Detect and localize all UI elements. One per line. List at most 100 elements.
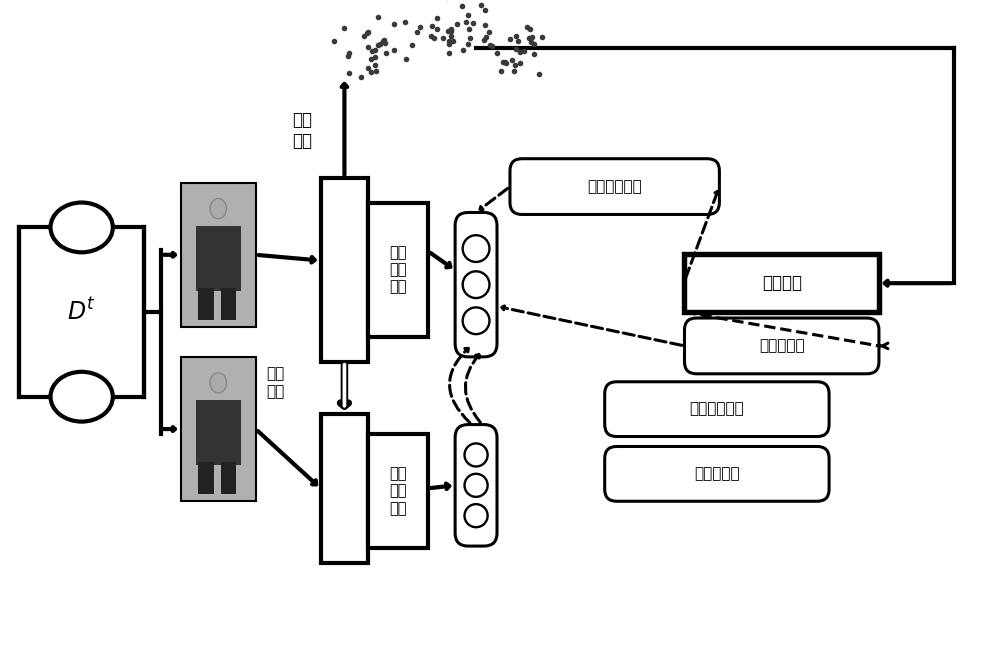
Point bbox=[370, 40, 386, 50]
Point bbox=[386, 18, 402, 29]
Point bbox=[441, 36, 457, 46]
Point bbox=[521, 33, 537, 44]
Point bbox=[465, 18, 481, 28]
Point bbox=[507, 60, 523, 70]
Ellipse shape bbox=[51, 203, 113, 252]
Bar bbox=[181, 183, 256, 327]
Point bbox=[526, 38, 542, 49]
Point bbox=[360, 63, 376, 74]
Point bbox=[493, 65, 509, 76]
Point bbox=[497, 57, 513, 67]
Point bbox=[522, 23, 538, 34]
Point bbox=[377, 38, 393, 48]
Point bbox=[481, 27, 497, 37]
Text: 软分类损失: 软分类损失 bbox=[694, 466, 740, 481]
Text: 硬伪标签: 硬伪标签 bbox=[762, 274, 802, 292]
Point bbox=[460, 10, 476, 21]
Point bbox=[531, 69, 547, 80]
Point bbox=[441, 39, 457, 50]
Point bbox=[370, 12, 386, 22]
Bar bbox=[19, 228, 144, 396]
Point bbox=[443, 31, 459, 41]
Circle shape bbox=[465, 504, 488, 527]
Bar bbox=[321, 177, 368, 362]
Point bbox=[524, 31, 540, 42]
Point bbox=[508, 44, 524, 54]
Point bbox=[445, 36, 461, 46]
Text: 动量
网络
编码: 动量 网络 编码 bbox=[390, 466, 407, 516]
Text: 软三元组损失: 软三元组损失 bbox=[690, 402, 744, 417]
Point bbox=[424, 20, 440, 31]
Point bbox=[412, 22, 428, 32]
FancyBboxPatch shape bbox=[510, 158, 719, 215]
Point bbox=[498, 58, 514, 68]
Point bbox=[455, 44, 471, 55]
Point bbox=[477, 20, 493, 31]
Point bbox=[443, 25, 459, 36]
Point bbox=[489, 48, 505, 58]
Point bbox=[364, 46, 380, 56]
Point bbox=[353, 72, 369, 82]
Point bbox=[367, 60, 383, 70]
Point bbox=[506, 66, 522, 76]
Point bbox=[363, 67, 379, 77]
Bar bbox=[368, 434, 428, 548]
Circle shape bbox=[465, 443, 488, 466]
Ellipse shape bbox=[210, 198, 227, 218]
Bar bbox=[368, 203, 428, 337]
Point bbox=[398, 53, 414, 64]
Text: 硬分类损失: 硬分类损失 bbox=[759, 338, 805, 353]
Point bbox=[534, 32, 550, 42]
Bar bbox=[321, 413, 368, 563]
Point bbox=[368, 66, 384, 76]
Point bbox=[516, 46, 532, 56]
Point bbox=[519, 22, 535, 33]
Point bbox=[512, 58, 528, 68]
Point bbox=[363, 53, 379, 64]
Point bbox=[341, 68, 357, 78]
Point bbox=[473, 0, 489, 10]
FancyBboxPatch shape bbox=[455, 424, 497, 546]
Point bbox=[326, 36, 342, 46]
Point bbox=[378, 48, 394, 58]
Ellipse shape bbox=[51, 372, 113, 422]
Point bbox=[523, 37, 539, 48]
Point bbox=[367, 45, 383, 55]
Point bbox=[484, 40, 500, 51]
Point bbox=[460, 38, 476, 49]
Point bbox=[397, 16, 413, 27]
Point bbox=[386, 44, 402, 55]
Point bbox=[409, 27, 425, 38]
Point bbox=[429, 23, 445, 34]
Bar bbox=[198, 462, 214, 494]
Bar bbox=[181, 357, 256, 501]
Point bbox=[404, 40, 420, 50]
Text: 硬三元组损失: 硬三元组损失 bbox=[587, 179, 642, 194]
Point bbox=[360, 42, 376, 52]
Point bbox=[429, 13, 445, 23]
Point bbox=[504, 55, 520, 65]
Point bbox=[454, 1, 470, 11]
Text: 聚类
算法: 聚类 算法 bbox=[293, 111, 313, 150]
Circle shape bbox=[465, 474, 488, 497]
Circle shape bbox=[463, 271, 489, 298]
Point bbox=[372, 39, 388, 50]
Point bbox=[341, 48, 357, 58]
FancyBboxPatch shape bbox=[605, 382, 829, 437]
Ellipse shape bbox=[210, 373, 227, 393]
Point bbox=[359, 28, 375, 38]
FancyBboxPatch shape bbox=[605, 447, 829, 501]
Point bbox=[443, 23, 459, 34]
Text: 主干
网络
编码: 主干 网络 编码 bbox=[390, 245, 407, 295]
Point bbox=[476, 35, 492, 45]
Point bbox=[439, 0, 455, 3]
Point bbox=[423, 31, 439, 42]
Point bbox=[508, 31, 524, 41]
Point bbox=[478, 32, 494, 42]
Point bbox=[526, 48, 542, 59]
Point bbox=[512, 47, 528, 57]
Point bbox=[449, 19, 465, 29]
Point bbox=[440, 26, 456, 37]
Bar bbox=[221, 288, 236, 319]
Circle shape bbox=[463, 307, 489, 334]
